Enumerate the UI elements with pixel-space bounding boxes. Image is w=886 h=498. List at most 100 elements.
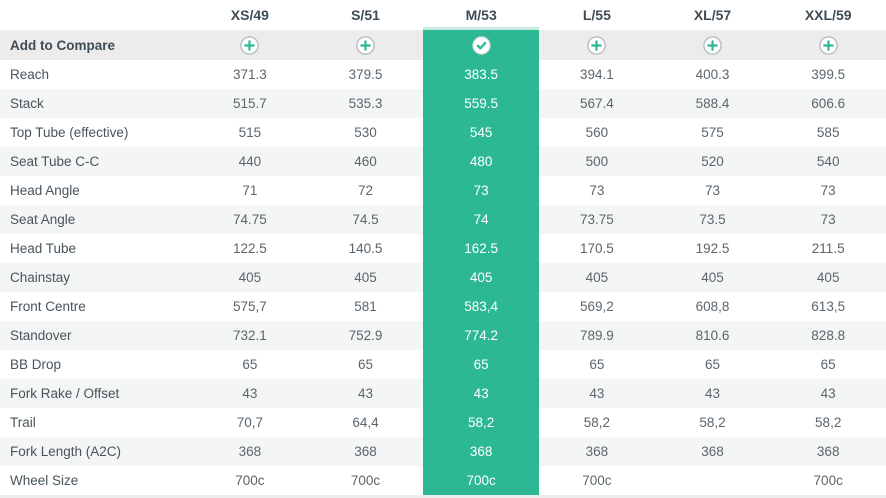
add-to-compare-button-xs-49[interactable] [192, 30, 308, 60]
value-cell: 368 [701, 444, 724, 459]
value-cell: 613,5 [811, 299, 846, 314]
add-to-compare-button-l-55[interactable] [539, 30, 655, 60]
row-label: Trail [10, 415, 36, 430]
value-cell: 400.3 [695, 67, 730, 82]
value-cell: 585 [816, 125, 840, 140]
value-cell: 515 [238, 125, 262, 140]
plus-icon [818, 35, 838, 55]
row-label: Stack [10, 96, 44, 111]
value-cell: 535.3 [348, 96, 383, 111]
value-cell: 74 [423, 205, 540, 234]
value-cell: 73 [423, 176, 540, 205]
row-label: Seat Tube C-C [10, 154, 100, 169]
add-to-compare-button-xl-57[interactable] [655, 30, 771, 60]
plus-icon [240, 35, 260, 55]
value-cell: 64,4 [352, 415, 379, 430]
table-row-seat-tube-c-c: Seat Tube C-C 440 460 480 500 520 540 [0, 147, 886, 176]
value-cell: 752.9 [348, 328, 383, 343]
value-cell: 399.5 [811, 67, 846, 82]
value-cell: 65 [423, 350, 540, 379]
value-cell: 515.7 [232, 96, 267, 111]
value-cell: 72 [357, 183, 374, 198]
value-cell: 700c [423, 466, 540, 495]
value-cell: 700c [582, 473, 612, 488]
value-cell: 575 [701, 125, 724, 140]
value-cell: 371.3 [232, 67, 267, 82]
value-cell: 43 [589, 386, 605, 401]
value-cell: 700c [813, 473, 843, 488]
table-row-stack: Stack 515.7 535.3 559.5 567.4 588.4 606.6 [0, 89, 886, 118]
value-cell [655, 466, 771, 495]
column-header-xxl-59: XXL/59 [804, 7, 852, 23]
value-cell: 774.2 [423, 321, 540, 350]
add-to-compare-row: Add to Compare [0, 30, 886, 60]
value-cell: 73 [589, 183, 605, 198]
value-cell: 581 [354, 299, 377, 314]
value-cell: 405 [585, 270, 609, 285]
column-header-xl-57: XL/57 [693, 7, 732, 23]
value-cell: 540 [816, 154, 840, 169]
value-cell: 43 [423, 379, 540, 408]
value-cell: 170.5 [579, 241, 614, 256]
add-to-compare-button-s-51[interactable] [308, 30, 424, 60]
table-row-reach: Reach 371.3 379.5 383.5 394.1 400.3 399.5 [0, 60, 886, 89]
plus-icon [587, 35, 607, 55]
column-header-s-51: S/51 [351, 7, 380, 23]
table-row-bb-drop: BB Drop 65 65 65 65 65 65 [0, 350, 886, 379]
value-cell: 520 [701, 154, 724, 169]
value-cell: 588.4 [695, 96, 730, 111]
value-cell: 74.75 [232, 212, 267, 227]
value-cell: 368 [238, 444, 262, 459]
value-cell: 379.5 [348, 67, 383, 82]
value-cell: 405 [354, 270, 377, 285]
value-cell: 405 [423, 263, 540, 292]
value-cell: 368 [354, 444, 377, 459]
value-cell: 789.9 [579, 328, 614, 343]
row-label: Front Centre [10, 299, 86, 314]
table-row-standover: Standover 732.1 752.9 774.2 789.9 810.6 828.8 [0, 321, 886, 350]
column-header-xs-49: XS/49 [230, 7, 269, 23]
value-cell: 567.4 [579, 96, 614, 111]
value-cell: 480 [423, 147, 540, 176]
column-header-l-55: L/55 [582, 7, 611, 23]
row-label: Standover [10, 328, 72, 343]
value-cell: 58,2 [815, 415, 842, 430]
value-cell: 383.5 [423, 60, 540, 89]
table-row-wheel-size: Wheel Size 700c 700c 700c 700c 700c [0, 466, 886, 495]
value-cell: 58,2 [583, 415, 610, 430]
add-to-compare-button-xxl-59[interactable] [770, 30, 886, 60]
value-cell: 500 [585, 154, 609, 169]
value-cell: 73 [705, 183, 721, 198]
value-cell: 368 [585, 444, 609, 459]
value-cell: 73.5 [699, 212, 726, 227]
table-row-front-centre: Front Centre 575,7 581 583,4 569,2 608,8 613,5 [0, 292, 886, 321]
table-row-chainstay: Chainstay 405 405 405 405 405 405 [0, 263, 886, 292]
geometry-rows: Reach 371.3 379.5 383.5 394.1 400.3 399.5 Stack… [0, 60, 886, 495]
value-cell: 700c [350, 473, 381, 488]
value-cell: 583,4 [423, 292, 540, 321]
value-cell: 43 [705, 386, 721, 401]
value-cell: 73.75 [579, 212, 614, 227]
value-cell: 122.5 [232, 241, 267, 256]
add-to-compare-label: Add to Compare [10, 37, 116, 53]
value-cell: 810.6 [695, 328, 730, 343]
value-cell: 58,2 [699, 415, 726, 430]
value-cell: 606.6 [811, 96, 846, 111]
table-row-top-tube-effective-: Top Tube (effective) 515 530 545 560 575 585 [0, 118, 886, 147]
value-cell: 700c [235, 473, 265, 488]
table-row-trail: Trail 70,7 64,4 58,2 58,2 58,2 58,2 [0, 408, 886, 437]
value-cell: 405 [238, 270, 262, 285]
table-row-fork-length-a2c-: Fork Length (A2C) 368 368 368 368 368 368 [0, 437, 886, 466]
row-label: Chainstay [10, 270, 71, 285]
value-cell: 65 [242, 357, 258, 372]
row-label: Head Tube [10, 241, 77, 256]
value-cell: 368 [816, 444, 840, 459]
value-cell: 162.5 [423, 234, 540, 263]
column-header-m-53: M/53 [423, 0, 539, 30]
row-label: Fork Rake / Offset [10, 386, 120, 401]
value-cell: 43 [242, 386, 258, 401]
selected-compare-button-m-53[interactable] [423, 30, 540, 60]
value-cell: 608,8 [695, 299, 730, 314]
value-cell: 405 [701, 270, 724, 285]
size-header-row: XS/49 S/51 M/53 L/55 XL/57 XXL/59 [0, 0, 886, 30]
